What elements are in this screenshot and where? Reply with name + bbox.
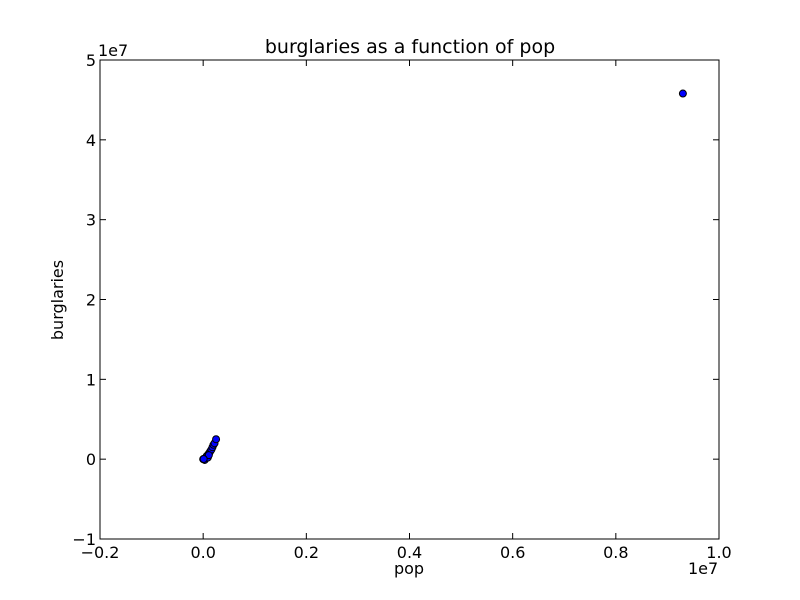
- x-tick-label: 0.4: [397, 543, 422, 562]
- x-tick-label: 0.6: [500, 543, 525, 562]
- y-tick-label: 0: [86, 450, 96, 469]
- x-tick-label: 0.0: [190, 543, 215, 562]
- y-multiplier-label: 1e7: [98, 41, 128, 60]
- data-point: [212, 435, 221, 444]
- y-tick-label: 2: [86, 291, 96, 310]
- x-multiplier-label: 1e7: [688, 559, 718, 578]
- chart-title: burglaries as a function of pop: [265, 36, 555, 58]
- y-tick-label: 4: [86, 131, 96, 150]
- data-point: [199, 455, 208, 464]
- ticks-layer: −0.2 0.0 0.2 0.4 0.6 0.8 1.0 −1 0 1 2 3 4 5: [72, 51, 731, 562]
- y-tick-label: 5: [86, 51, 96, 70]
- y-axis-title: burglaries: [48, 260, 67, 340]
- x-tick-label: 0.2: [294, 543, 319, 562]
- x-tick-label: 0.8: [603, 543, 628, 562]
- x-axis-title: pop: [394, 559, 424, 578]
- y-tick-label: 3: [86, 211, 96, 230]
- x-tick-label: 1.0: [706, 543, 731, 562]
- x-tick-label: −0.2: [81, 543, 120, 562]
- plot-frame: [99, 59, 720, 540]
- y-tick-label: 1: [86, 370, 96, 389]
- y-tick-label: −1: [72, 530, 96, 549]
- points-layer: [199, 89, 687, 464]
- data-point: [678, 89, 687, 98]
